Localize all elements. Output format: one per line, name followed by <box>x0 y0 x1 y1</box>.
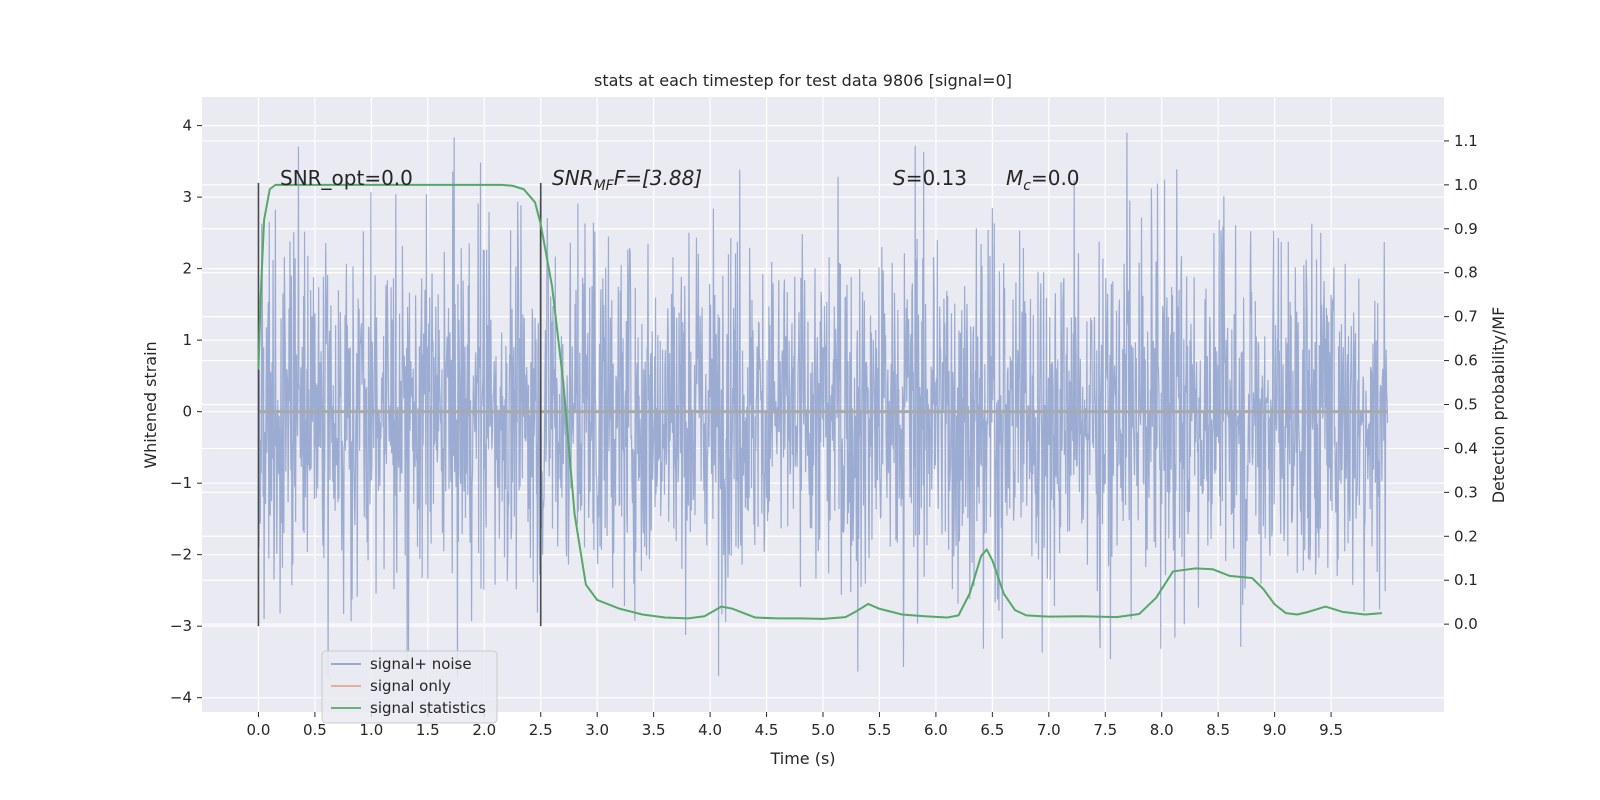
mc-value: =0.0 <box>1031 166 1080 190</box>
x-axis-label: Time (s) <box>769 749 835 768</box>
legend-entry-signal-only: signal only <box>370 677 451 695</box>
mc-subscript: c <box>1023 178 1031 194</box>
x-tick-label: 0.5 <box>303 721 327 739</box>
x-tick-label: 5.5 <box>868 721 892 739</box>
y-right-tick-label: 0.4 <box>1454 439 1478 457</box>
y-tick-label: 1 <box>182 331 192 349</box>
y-right-tick-label: 0.9 <box>1454 220 1478 238</box>
y-right-tick-label: 0.2 <box>1454 527 1478 545</box>
legend-entry-signal-noise: signal+ noise <box>370 655 472 673</box>
annotation-snr-mf: SNRMFF=[3.88] <box>552 166 702 194</box>
y-right-tick-label: 0.3 <box>1454 483 1478 501</box>
x-tick-label: 9.0 <box>1263 721 1287 739</box>
annotation-mc: Mc=0.0 <box>1006 166 1080 194</box>
signal-statistics-line <box>257 183 1382 620</box>
series-signal-statistics <box>257 183 1382 620</box>
x-tick-label: 6.5 <box>980 721 1004 739</box>
y-tick-label: −4 <box>170 689 192 707</box>
x-tick-label: 7.0 <box>1037 721 1061 739</box>
chart-title: stats at each timestep for test data 980… <box>594 71 1012 90</box>
x-tick-label: 0.0 <box>247 721 271 739</box>
y-tick-label: 0 <box>182 403 192 421</box>
vertical-markers <box>257 182 542 627</box>
y-axis-ticks: 4 3 2 1 0 −1 −2 −3 −4 <box>170 117 202 707</box>
y-axis-right-label: Detection probability/MF <box>1489 307 1508 504</box>
y-tick-label: 3 <box>182 188 192 206</box>
x-tick-label: 1.5 <box>416 721 440 739</box>
snr-mf-label: SNR <box>552 166 594 190</box>
x-tick-label: 1.0 <box>359 721 383 739</box>
x-tick-label: 9.5 <box>1319 721 1343 739</box>
x-tick-label: 8.5 <box>1206 721 1230 739</box>
snr-mf-subscript: MF <box>594 178 615 194</box>
legend-box <box>321 650 498 724</box>
y-right-tick-label: 0.6 <box>1454 352 1478 370</box>
y-right-tick-label: 0.1 <box>1454 571 1478 589</box>
y-tick-label: 4 <box>182 117 192 135</box>
y-tick-label: −3 <box>170 617 192 635</box>
y-right-tick-label: 0.0 <box>1454 615 1478 633</box>
y-tick-label: −1 <box>170 474 192 492</box>
s-label: S <box>893 166 906 190</box>
x-tick-label: 6.0 <box>924 721 948 739</box>
x-tick-label: 3.5 <box>642 721 666 739</box>
x-tick-label: 4.5 <box>755 721 779 739</box>
y-right-tick-label: 1.0 <box>1454 176 1478 194</box>
signal-noise-line <box>257 132 1389 677</box>
annotation-s: S=0.13 <box>893 166 967 190</box>
s-value: =0.13 <box>906 166 967 190</box>
series-signal-noise <box>257 132 1389 677</box>
y-right-tick-label: 0.7 <box>1454 308 1478 326</box>
legend-entry-signal-statistics: signal statistics <box>370 699 486 717</box>
y-tick-label: −2 <box>170 546 192 564</box>
y-right-tick-label: 0.5 <box>1454 396 1478 414</box>
x-tick-label: 2.5 <box>529 721 553 739</box>
snr-mf-value: F=[3.88] <box>614 166 702 190</box>
x-tick-label: 4.0 <box>698 721 722 739</box>
x-tick-label: 5.0 <box>811 721 835 739</box>
x-tick-label: 3.0 <box>585 721 609 739</box>
legend: signal+ noise signal only signal statist… <box>321 650 498 724</box>
x-tick-label: 7.5 <box>1093 721 1117 739</box>
annotation-snr-opt: SNR_opt=0.0 <box>280 166 413 190</box>
x-tick-label: 2.0 <box>472 721 496 739</box>
y-tick-label: 2 <box>182 260 192 278</box>
mc-label: M <box>1006 166 1023 190</box>
x-tick-label: 8.0 <box>1150 721 1174 739</box>
y-right-tick-label: 0.8 <box>1454 264 1478 282</box>
y-axis-right-ticks: 1.1 1.0 0.9 0.8 0.7 0.6 0.5 0.4 0.3 0.2 0.1 0.0 <box>1444 132 1478 633</box>
y-axis-label: Whitened strain <box>141 341 160 468</box>
y-right-tick-label: 1.1 <box>1454 132 1478 150</box>
x-axis-ticks: 0.0 0.5 1.0 1.5 2.0 2.5 3.0 3.5 4.0 4.5 5.0 5.5 6.0 6… <box>247 712 1343 739</box>
